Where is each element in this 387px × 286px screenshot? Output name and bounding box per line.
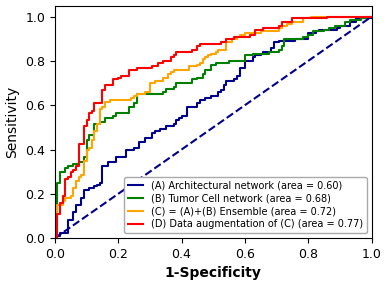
Line: (A) Architectural network (area = 0.60): (A) Architectural network (area = 0.60) bbox=[55, 17, 372, 238]
(A) Architectural network (area = 0.60) bbox=[142, 140, 147, 144]
(D) Data augmentation of (C) (area = 0.77) bbox=[140, 67, 144, 70]
(C) = (A)+(B) Ensemble (area = 0.72) bbox=[369, 15, 374, 18]
X-axis label: 1-Specificity: 1-Specificity bbox=[165, 267, 262, 281]
(B) Tumor Cell network (area = 0.68) bbox=[369, 15, 374, 18]
(C) = (A)+(B) Ensemble (area = 0.72) bbox=[171, 68, 176, 72]
(B) Tumor Cell network (area = 0.68) bbox=[53, 237, 57, 240]
Line: (B) Tumor Cell network (area = 0.68): (B) Tumor Cell network (area = 0.68) bbox=[55, 17, 372, 238]
(D) Data augmentation of (C) (area = 0.77) bbox=[369, 15, 374, 18]
(D) Data augmentation of (C) (area = 0.77) bbox=[324, 15, 329, 18]
(A) Architectural network (area = 0.60) bbox=[53, 237, 57, 240]
(A) Architectural network (area = 0.60) bbox=[208, 94, 213, 98]
(B) Tumor Cell network (area = 0.68) bbox=[53, 222, 57, 225]
(A) Architectural network (area = 0.60) bbox=[198, 102, 202, 105]
(B) Tumor Cell network (area = 0.68) bbox=[108, 116, 113, 120]
Legend: (A) Architectural network (area = 0.60), (B) Tumor Cell network (area = 0.68), (: (A) Architectural network (area = 0.60),… bbox=[124, 177, 366, 233]
(A) Architectural network (area = 0.60) bbox=[66, 231, 70, 234]
(C) = (A)+(B) Ensemble (area = 0.72) bbox=[55, 224, 60, 227]
(D) Data augmentation of (C) (area = 0.77) bbox=[55, 224, 60, 227]
(C) = (A)+(B) Ensemble (area = 0.72) bbox=[53, 237, 57, 240]
(D) Data augmentation of (C) (area = 0.77) bbox=[161, 61, 165, 65]
(A) Architectural network (area = 0.60) bbox=[195, 105, 200, 109]
(C) = (A)+(B) Ensemble (area = 0.72) bbox=[161, 76, 165, 79]
(A) Architectural network (area = 0.60) bbox=[237, 70, 242, 74]
(B) Tumor Cell network (area = 0.68) bbox=[169, 87, 173, 90]
(C) = (A)+(B) Ensemble (area = 0.72) bbox=[211, 52, 216, 55]
(D) Data augmentation of (C) (area = 0.77) bbox=[198, 43, 202, 46]
(B) Tumor Cell network (area = 0.68) bbox=[174, 85, 178, 88]
(D) Data augmentation of (C) (area = 0.77) bbox=[53, 237, 57, 240]
(D) Data augmentation of (C) (area = 0.77) bbox=[147, 67, 152, 70]
(D) Data augmentation of (C) (area = 0.77) bbox=[92, 105, 97, 109]
(C) = (A)+(B) Ensemble (area = 0.72) bbox=[308, 15, 313, 18]
Y-axis label: Sensitivity: Sensitivity bbox=[5, 86, 20, 158]
(C) = (A)+(B) Ensemble (area = 0.72) bbox=[158, 80, 163, 83]
(B) Tumor Cell network (area = 0.68) bbox=[190, 82, 194, 85]
Line: (C) = (A)+(B) Ensemble (area = 0.72): (C) = (A)+(B) Ensemble (area = 0.72) bbox=[55, 17, 372, 238]
(A) Architectural network (area = 0.60) bbox=[369, 15, 374, 18]
(B) Tumor Cell network (area = 0.68) bbox=[224, 61, 229, 65]
Line: (D) Data augmentation of (C) (area = 0.77): (D) Data augmentation of (C) (area = 0.7… bbox=[55, 17, 372, 238]
(B) Tumor Cell network (area = 0.68) bbox=[364, 15, 368, 18]
(C) = (A)+(B) Ensemble (area = 0.72) bbox=[98, 109, 102, 112]
(A) Architectural network (area = 0.60) bbox=[369, 15, 374, 18]
